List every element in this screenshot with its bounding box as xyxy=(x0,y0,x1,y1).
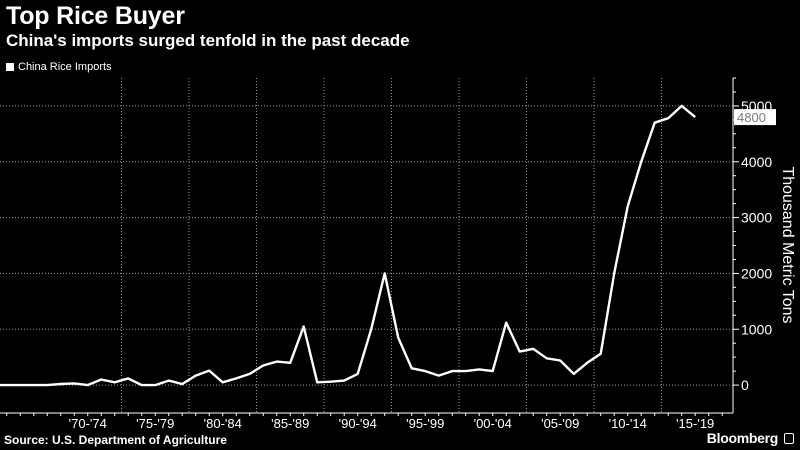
y-tick-label-3000: 3000 xyxy=(741,210,772,226)
x-tick-label-8: '10-'14 xyxy=(609,416,647,431)
y-tick-label-2000: 2000 xyxy=(741,265,772,281)
source-note: Source: U.S. Department of Agriculture xyxy=(4,433,227,447)
brand-logo: Bloomberg xyxy=(706,430,779,446)
legend-swatch xyxy=(6,63,14,71)
y-axis-title: Thousand Metric Tons xyxy=(779,166,796,324)
chart-title: Top Rice Buyer xyxy=(6,2,185,30)
last-value-box xyxy=(734,109,776,126)
legend-label: China Rice Imports xyxy=(18,61,112,73)
x-tick-label-1: '75-'79 xyxy=(136,416,174,431)
legend: China Rice Imports xyxy=(6,61,112,73)
last-value-label: 4800 xyxy=(737,110,766,125)
y-tick-label-0: 0 xyxy=(741,377,749,393)
series-line-china-rice-imports xyxy=(0,104,696,387)
x-tick-label-3: '85-'89 xyxy=(271,416,309,431)
x-tick-label-9: '15-'19 xyxy=(676,416,714,431)
x-tick-label-0: '70-'74 xyxy=(69,416,107,431)
y-tick-label-1000: 1000 xyxy=(741,321,772,337)
x-tick-label-6: '00-'04 xyxy=(474,416,512,431)
y-tick-label-4000: 4000 xyxy=(741,154,772,170)
chart-subtitle: China's imports surged tenfold in the pa… xyxy=(6,31,410,50)
bloomberg-icon xyxy=(784,433,794,444)
x-tick-label-5: '95-'99 xyxy=(406,416,444,431)
x-tick-label-7: '05-'09 xyxy=(541,416,579,431)
x-tick-label-4: '90-'94 xyxy=(339,416,377,431)
x-tick-label-2: '80-'84 xyxy=(204,416,242,431)
